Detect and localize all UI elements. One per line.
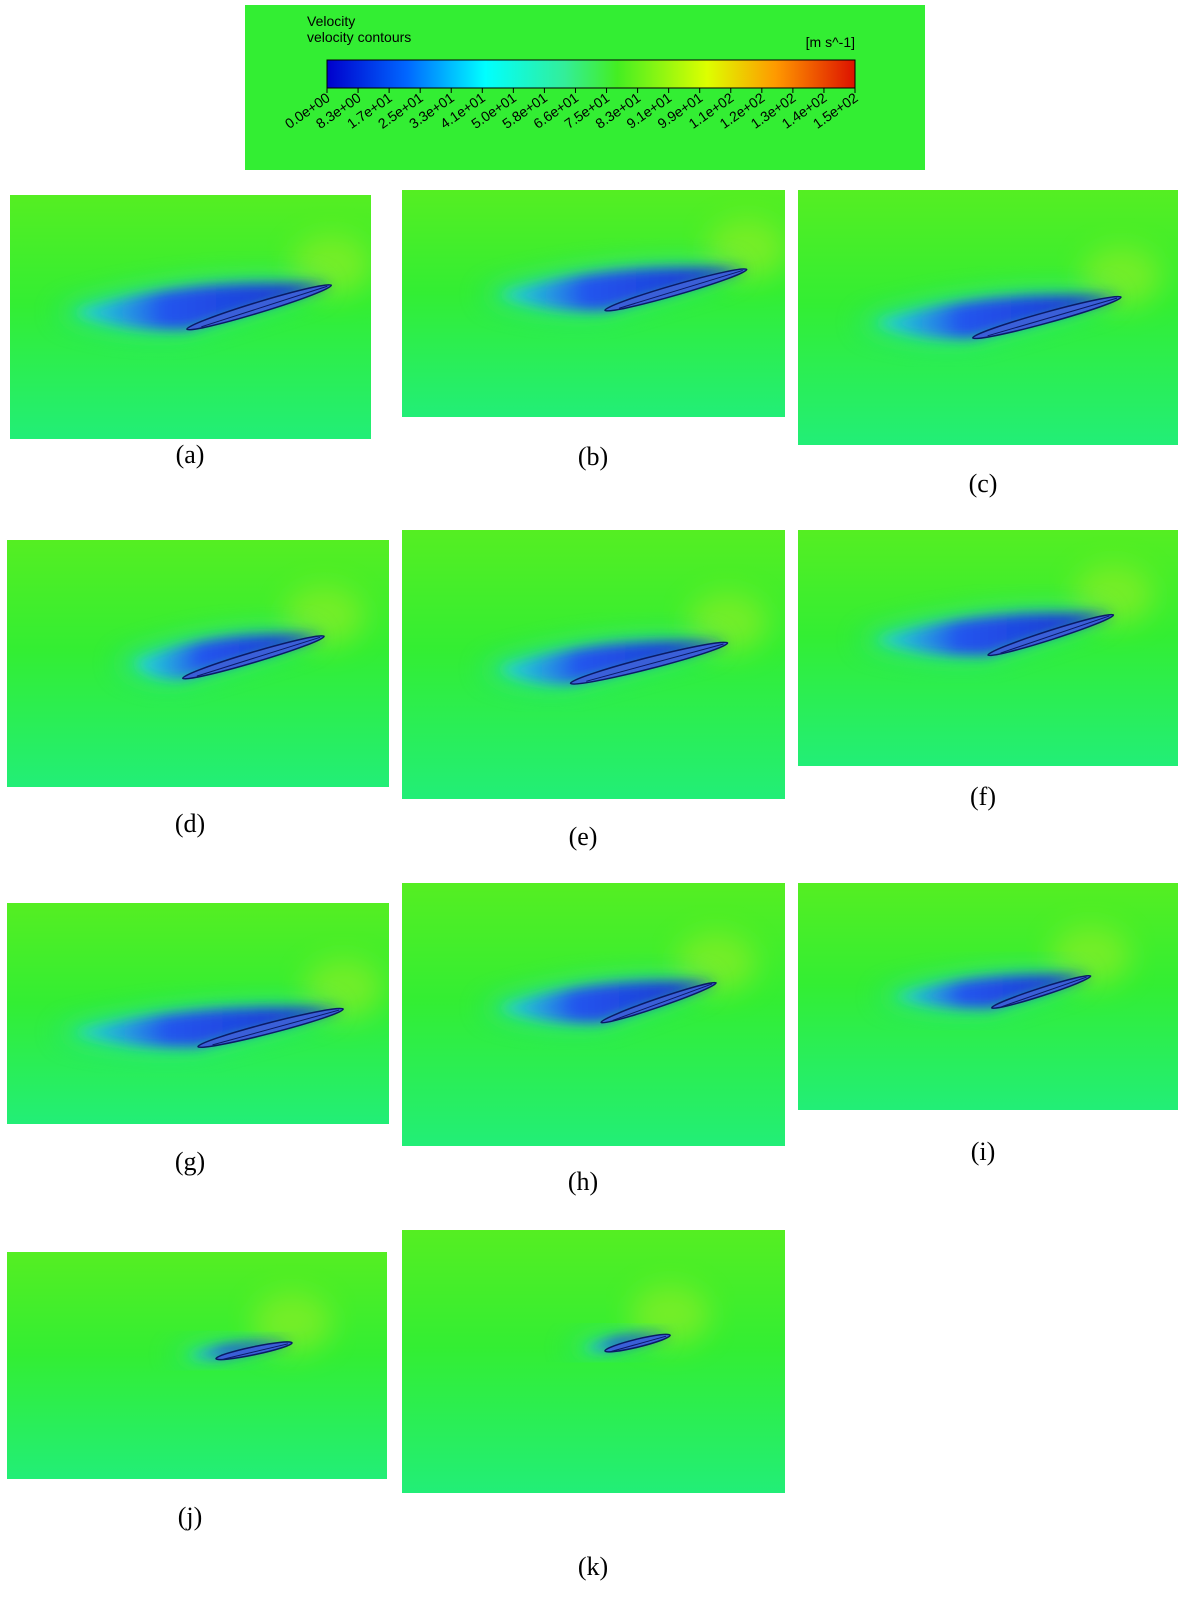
figure: Velocity velocity contours [m s^-1] 0.0e…	[0, 0, 1201, 1598]
panel-background	[7, 1252, 387, 1479]
panel-label: (k)	[578, 1552, 608, 1581]
panel-content	[7, 1252, 387, 1479]
panel-label: (j)	[178, 1502, 203, 1531]
panel-content	[798, 190, 1178, 445]
contour-panel: (c)	[798, 190, 1178, 498]
panel-label: (i)	[971, 1137, 996, 1166]
colorbar	[327, 60, 855, 88]
panel-content	[402, 1230, 785, 1493]
legend-unit: [m s^-1]	[806, 34, 855, 50]
panel-content	[402, 530, 785, 799]
panel-content	[7, 540, 389, 787]
panel-content	[798, 883, 1178, 1110]
legend-title: Velocity	[307, 13, 355, 29]
panel-content	[798, 530, 1178, 766]
panel-content	[10, 195, 371, 439]
panel-label: (d)	[175, 809, 205, 838]
panel-background	[402, 1230, 785, 1493]
panel-label: (a)	[176, 440, 205, 469]
contour-panel: (d)	[7, 540, 389, 838]
panel-label: (f)	[970, 782, 996, 811]
contour-panel: (j)	[7, 1252, 387, 1531]
legend-subtitle: velocity contours	[307, 29, 411, 45]
panel-content	[7, 903, 389, 1124]
contour-panel: (g)	[7, 903, 389, 1176]
contour-panel: (e)	[402, 530, 785, 851]
panel-content	[402, 190, 787, 417]
panel-content	[402, 883, 785, 1146]
panel-label: (e)	[569, 822, 598, 851]
contour-panel: (i)	[798, 883, 1178, 1166]
contour-panel: (h)	[402, 883, 785, 1196]
contour-panel: (b)	[402, 190, 787, 471]
contour-panel: (f)	[798, 530, 1178, 811]
panel-label: (h)	[568, 1167, 598, 1196]
panel-label: (c)	[969, 469, 998, 498]
contour-panel: (k)	[402, 1230, 785, 1581]
panel-label: (b)	[578, 442, 608, 471]
legend: Velocity velocity contours [m s^-1] 0.0e…	[245, 5, 925, 170]
panel-label: (g)	[175, 1147, 205, 1176]
contour-panel: (a)	[10, 195, 371, 469]
